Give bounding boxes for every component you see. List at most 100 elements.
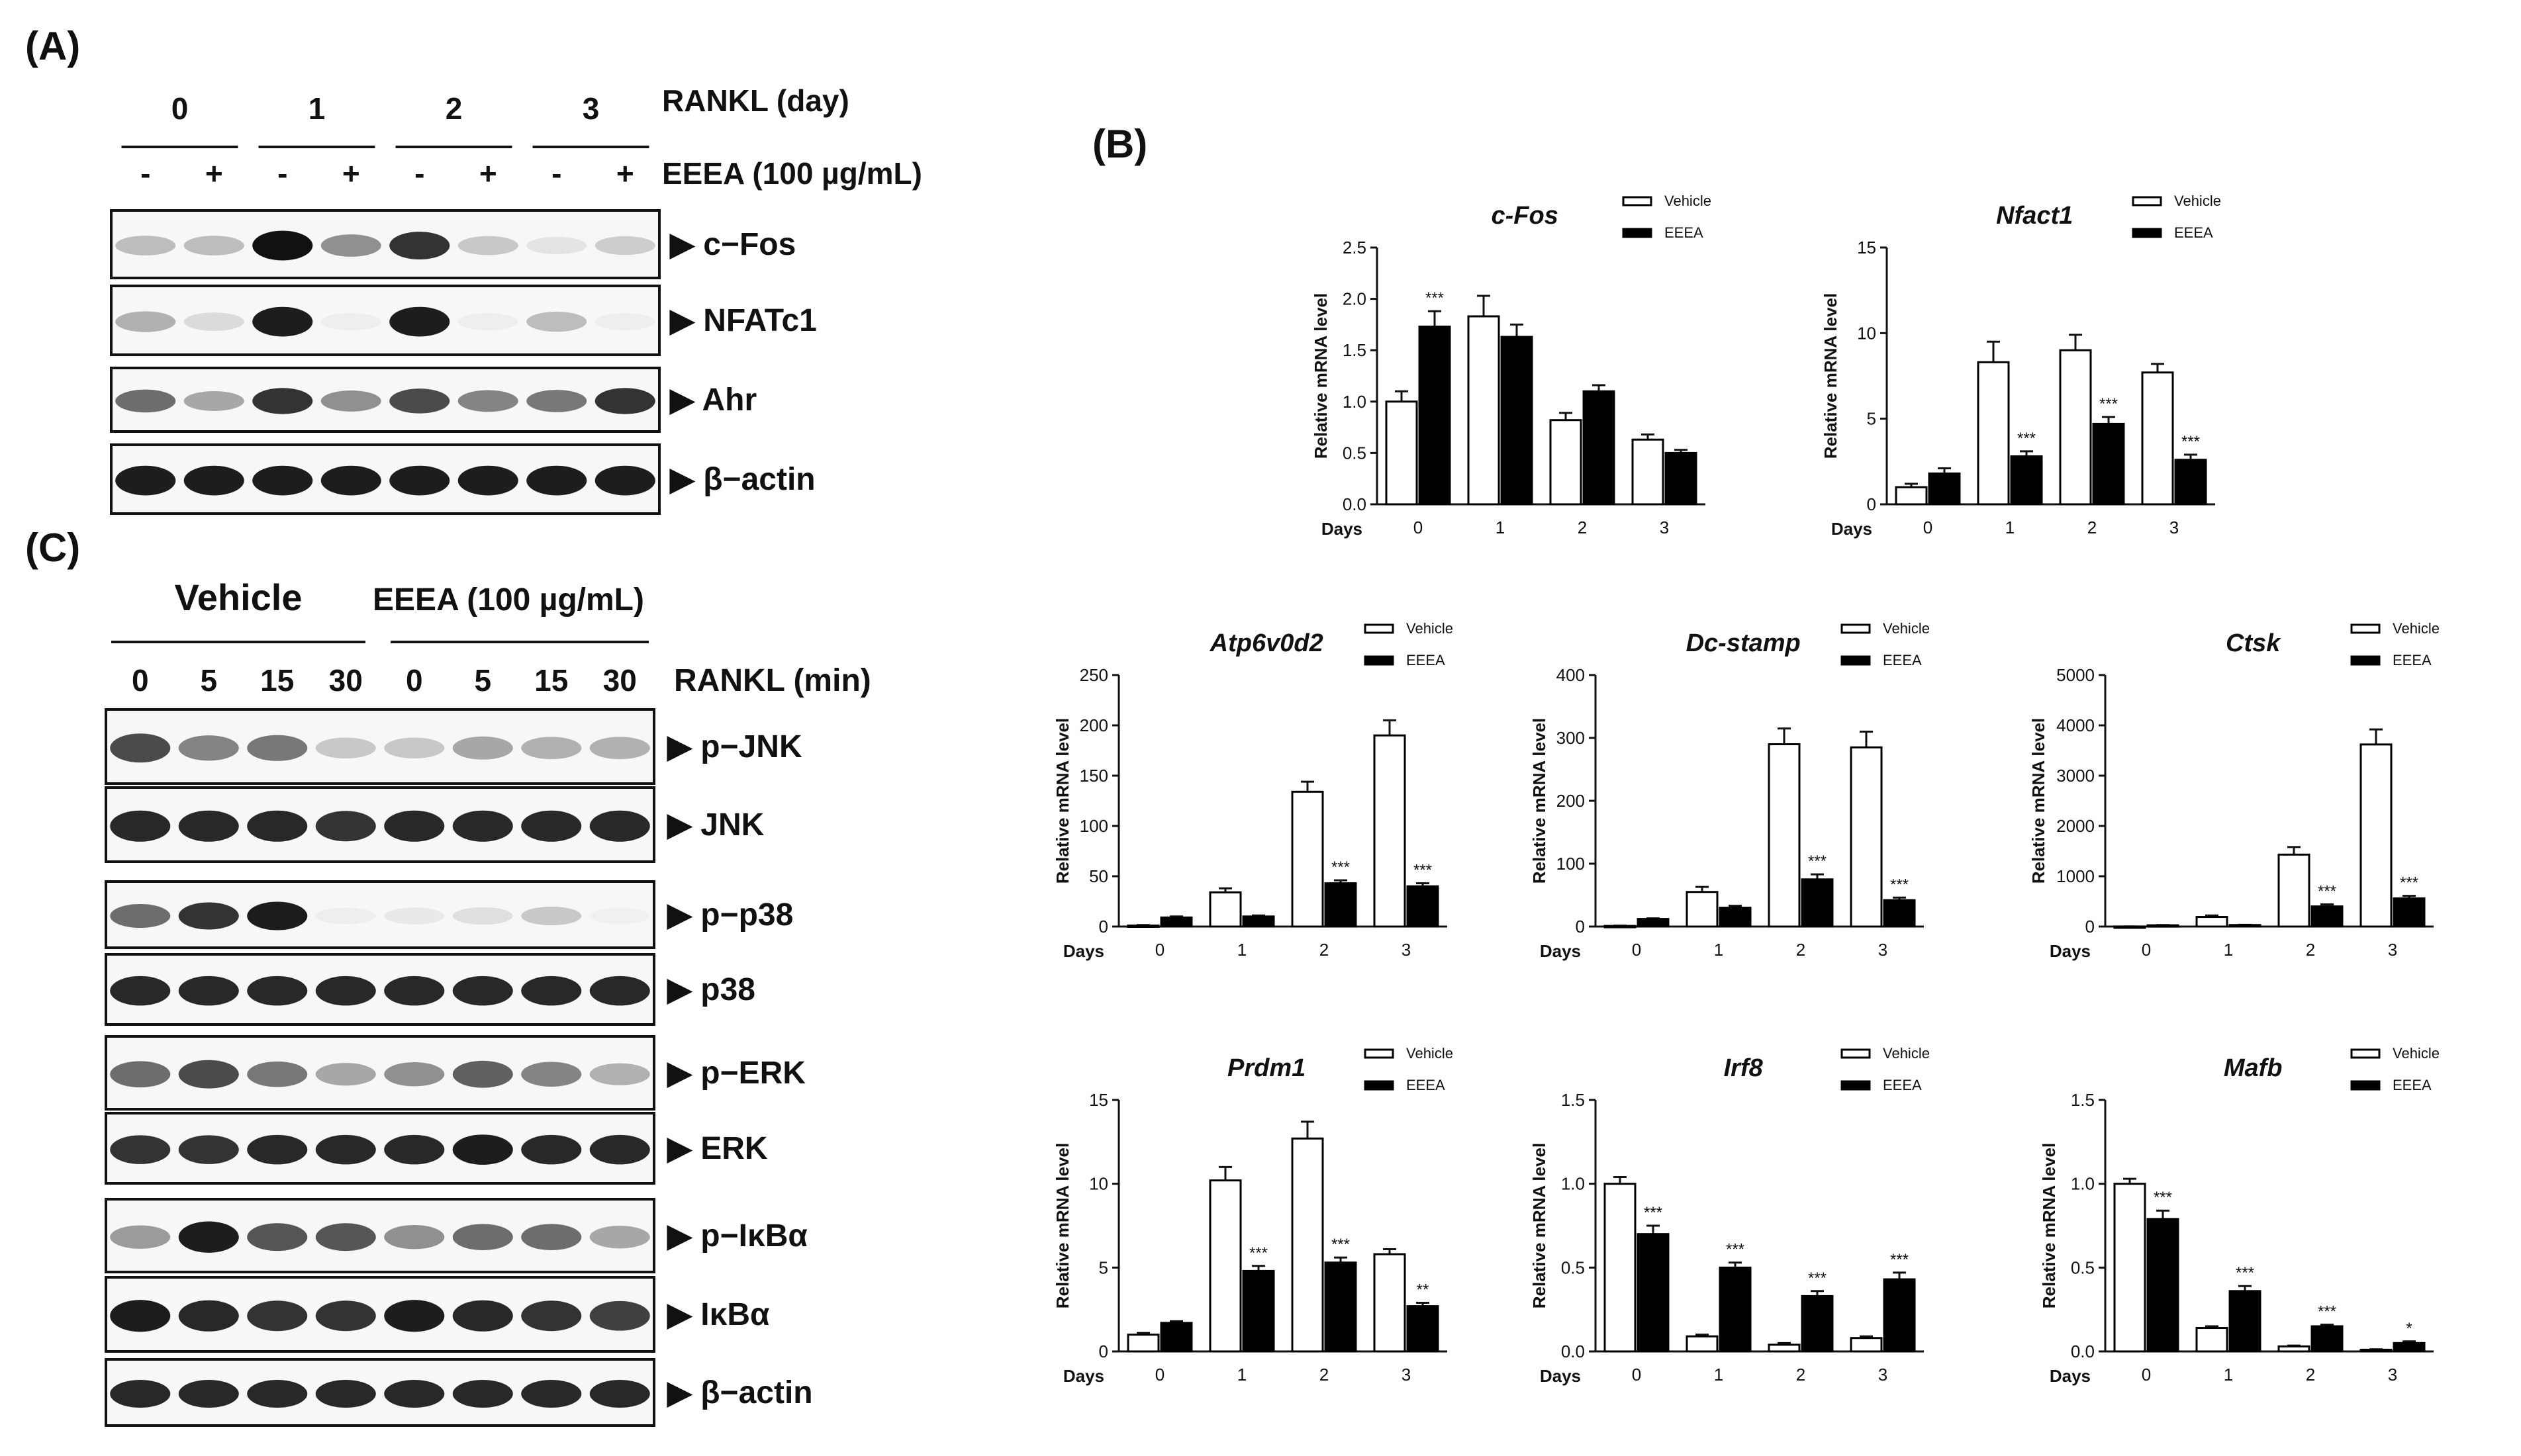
blot-a-3-band xyxy=(115,465,176,496)
bar-eeea xyxy=(1418,326,1451,506)
bar-vehicle xyxy=(1850,746,1883,928)
significance-mark: *** xyxy=(1425,289,1444,307)
legend-label: EEEA xyxy=(1883,652,1922,668)
bar-vehicle xyxy=(1549,419,1582,506)
x-tick-label: 3 xyxy=(1878,1365,1887,1385)
blot-c-6-band xyxy=(384,1224,445,1250)
legend-swatch xyxy=(2132,228,2162,238)
y-tick-label: 5 xyxy=(1099,1257,1108,1277)
blot-c-2-band xyxy=(315,907,376,925)
y-tick-label: 0 xyxy=(1867,494,1876,514)
blot-label: ▶ Ahr xyxy=(669,383,757,418)
bar-vehicle xyxy=(1850,1337,1883,1353)
significance-mark: *** xyxy=(1890,876,1909,893)
time-label: 0 xyxy=(132,663,149,698)
bar-eeea xyxy=(2010,455,2043,506)
bar-eeea xyxy=(1801,1295,1834,1353)
blot-c-8-band xyxy=(247,1379,308,1408)
chart-atp6v0d2: Atp6v0d2 Vehicle EEEA 0 50 100 150 200 250 Relati… xyxy=(1053,620,1453,961)
chart-dc-stamp: Dc-stamp Vehicle EEEA 0 100 200 300 400 Relative… xyxy=(1529,620,1930,961)
bar-vehicle xyxy=(1291,790,1324,928)
x-tick-label: 2 xyxy=(1319,1365,1329,1385)
x-axis-label: Days xyxy=(1063,1366,1104,1386)
x-tick-label: 2 xyxy=(1578,518,1587,537)
blot-c-1-band xyxy=(178,810,239,842)
bar-vehicle xyxy=(2359,1348,2393,1353)
y-axis-label: Relative mRNA level xyxy=(1821,293,1840,459)
significance-mark: *** xyxy=(1644,1204,1662,1222)
blot-c-0-band xyxy=(178,735,239,761)
chart-title: Irf8 xyxy=(1724,1054,1764,1082)
blot-c-7-band xyxy=(178,1300,239,1332)
blot-a-1-band xyxy=(457,313,518,331)
blot-a-1-band xyxy=(595,313,655,331)
blot-label: ▶ IκBα xyxy=(667,1297,770,1332)
bar-eeea xyxy=(1637,918,1670,928)
blot-label: ▶ p−ERK xyxy=(667,1056,806,1091)
bar-vehicle xyxy=(1603,925,1637,929)
blot-c-1-band xyxy=(384,810,445,842)
x-tick-label: 1 xyxy=(2005,518,2015,537)
x-tick-label: 3 xyxy=(1878,940,1887,960)
x-tick-label: 0 xyxy=(2142,1365,2151,1385)
blot-c-1-band xyxy=(315,811,376,842)
blot-c-7-band xyxy=(384,1300,445,1332)
blot-c-3-band xyxy=(247,976,308,1006)
blot-a-2-band xyxy=(457,390,518,412)
bar-vehicle xyxy=(2277,853,2310,928)
y-axis-label: Relative mRNA level xyxy=(2028,718,2048,884)
significance-mark: *** xyxy=(1331,1236,1350,1253)
bar-eeea xyxy=(1242,1269,1275,1353)
bar-eeea xyxy=(1883,899,1916,928)
y-tick-label: 15 xyxy=(1857,238,1876,257)
bar-eeea xyxy=(1719,907,1752,928)
treatment-sign: - xyxy=(277,156,287,191)
legend-swatch xyxy=(1364,1080,1394,1091)
legend-swatch xyxy=(1622,196,1652,206)
blot-a-1-band xyxy=(320,313,381,331)
significance-mark: *** xyxy=(1808,852,1827,870)
legend-swatch xyxy=(2350,1048,2381,1059)
x-tick-label: 0 xyxy=(1155,940,1165,960)
bar-vehicle xyxy=(1977,361,2010,506)
x-tick-label: 0 xyxy=(1632,940,1641,960)
significance-mark: *** xyxy=(1249,1244,1268,1262)
blot-c-4-band xyxy=(589,1063,650,1085)
y-tick-label: 150 xyxy=(1080,766,1108,786)
y-tick-label: 0 xyxy=(2085,917,2095,936)
x-tick-label: 0 xyxy=(1413,518,1423,537)
blot-a-2-band xyxy=(389,388,450,414)
blot-a-0-band xyxy=(526,236,587,255)
blot-c-5-band xyxy=(315,1134,376,1165)
treatment-sign: - xyxy=(551,156,561,191)
blot-c-6-band xyxy=(315,1223,376,1251)
blot-c-2-band xyxy=(452,907,513,925)
y-axis-label: Relative mRNA level xyxy=(1311,293,1331,459)
blot-c-5-band xyxy=(589,1134,650,1165)
blot-c-2-band xyxy=(178,902,239,930)
blot-c-0-band xyxy=(452,736,513,760)
legend-label: Vehicle xyxy=(2393,620,2440,637)
blot-c-8-band xyxy=(589,1379,650,1408)
legend-swatch xyxy=(1840,1048,1871,1059)
blot-c-0-band xyxy=(384,737,445,759)
bar-vehicle xyxy=(2277,1345,2310,1353)
bar-eeea xyxy=(1406,885,1439,928)
y-axis-label: Relative mRNA level xyxy=(1529,718,1549,884)
significance-mark: *** xyxy=(1890,1251,1909,1269)
y-tick-label: 300 xyxy=(1556,728,1585,748)
blot-c-3-band xyxy=(315,976,376,1006)
blot-c-6-band xyxy=(589,1226,650,1249)
bar-vehicle xyxy=(1127,924,1160,928)
bar-eeea xyxy=(1242,915,1275,928)
y-tick-label: 1.5 xyxy=(1343,340,1366,360)
bar-vehicle xyxy=(1291,1137,1324,1353)
y-tick-label: 2.5 xyxy=(1343,238,1366,257)
blot-c-5-band xyxy=(521,1134,582,1165)
bar-eeea xyxy=(2310,905,2344,928)
y-tick-label: 250 xyxy=(1080,665,1108,685)
x-axis-label: Days xyxy=(2050,941,2091,961)
legend-label: Vehicle xyxy=(2393,1045,2440,1062)
